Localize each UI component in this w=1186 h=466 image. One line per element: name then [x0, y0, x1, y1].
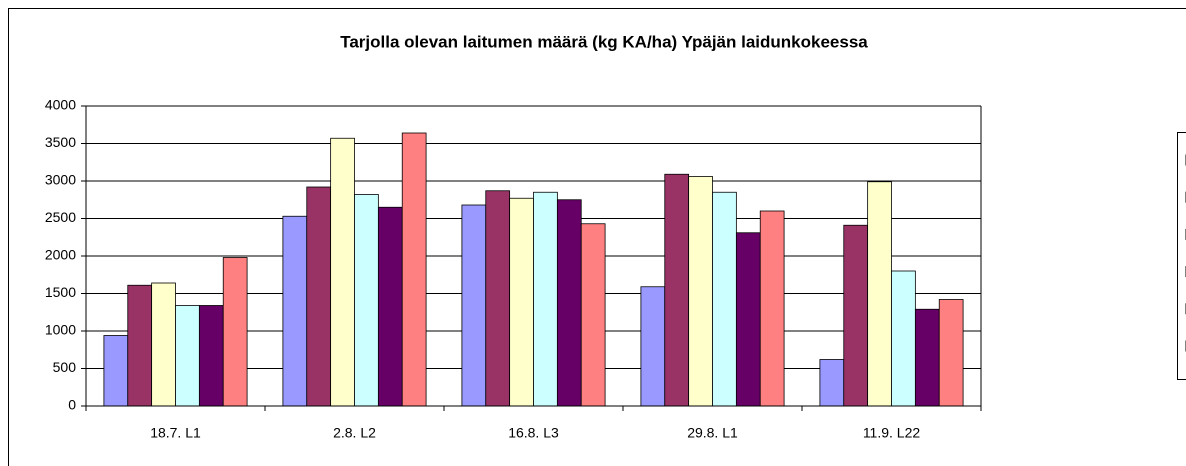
legend-box [1177, 132, 1186, 380]
bar [914, 308, 940, 407]
bar [891, 270, 916, 407]
x-tick-label: 11.9. L22 [863, 425, 921, 441]
bar [664, 173, 690, 407]
bar [151, 282, 176, 407]
y-tick-label: 0 [68, 397, 76, 413]
bar [938, 299, 964, 407]
y-tick-label: 500 [53, 359, 77, 375]
bar [222, 257, 248, 407]
bar [401, 132, 427, 407]
x-tick-label: 2.8. L2 [333, 425, 376, 441]
y-tick-label: 3500 [45, 134, 76, 150]
y-tick-label: 1500 [45, 284, 76, 300]
y-tick-label: 3000 [45, 172, 76, 188]
bar [640, 286, 666, 407]
x-tick-label: 29.8. L1 [687, 425, 738, 441]
bar [735, 232, 761, 407]
bar [580, 223, 606, 407]
bar [354, 194, 379, 407]
bar [377, 206, 403, 407]
bar [688, 176, 713, 407]
y-tick-label: 2000 [45, 247, 76, 263]
x-tick-label: 16.8. L3 [508, 425, 559, 441]
bar [461, 204, 487, 407]
bar [198, 305, 224, 407]
y-tick-label: 2500 [45, 209, 76, 225]
bar [103, 335, 129, 407]
bar [127, 284, 153, 407]
bar [867, 181, 892, 407]
bar [819, 359, 845, 407]
bar [509, 197, 534, 407]
bar [759, 210, 785, 407]
y-tick-label: 4000 [45, 97, 76, 113]
bar [330, 137, 355, 407]
bar [533, 191, 558, 407]
bar [712, 191, 737, 407]
bar [485, 190, 511, 407]
bar [175, 305, 200, 407]
bar [282, 215, 308, 407]
chart-title: Tarjolla olevan laitumen määrä (kg KA/ha… [340, 32, 868, 51]
bar [306, 186, 332, 407]
bar [556, 199, 582, 407]
x-tick-label: 18.7. L1 [150, 425, 201, 441]
bar [843, 224, 869, 407]
y-tick-label: 1000 [45, 322, 76, 338]
